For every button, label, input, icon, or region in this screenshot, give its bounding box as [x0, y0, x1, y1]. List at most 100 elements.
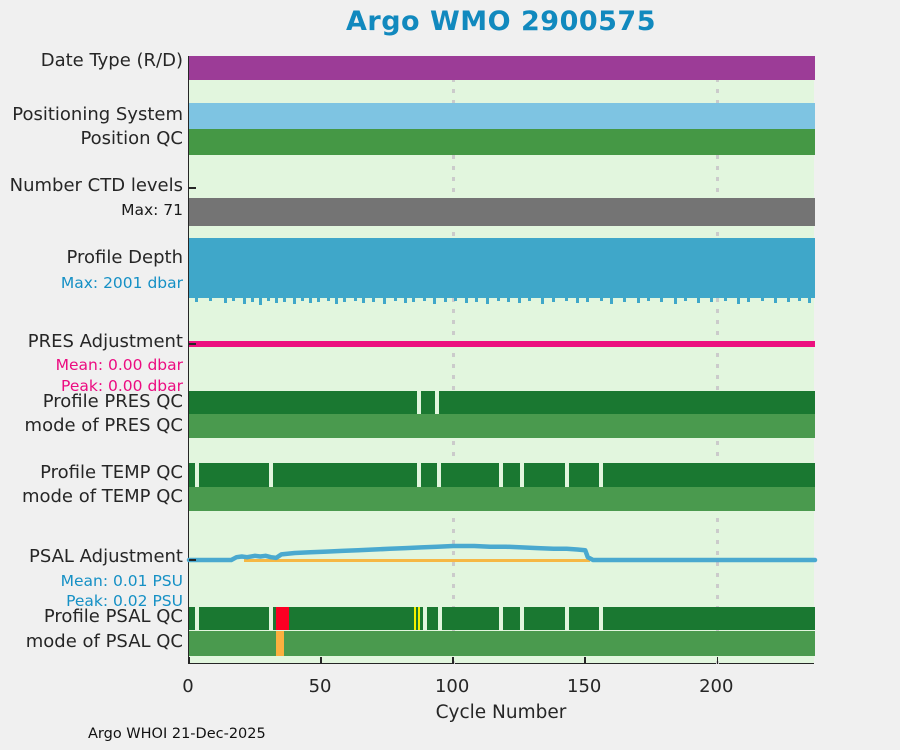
depth-tooth — [282, 298, 286, 302]
row-label: Max: 71 — [121, 201, 183, 220]
qc-gap — [564, 462, 569, 488]
depth-tooth — [528, 298, 532, 301]
x-axis-tick — [584, 657, 586, 664]
bar-profile-depth — [189, 238, 815, 298]
bar-mode-temp-qc — [189, 487, 815, 511]
depth-tooth — [343, 298, 347, 302]
depth-tooth — [485, 298, 489, 304]
row-label: PRES Adjustment — [27, 330, 183, 352]
depth-tooth — [301, 298, 305, 301]
qc-gap — [194, 462, 199, 488]
depth-tooth — [541, 298, 545, 304]
bar-mode-pres-qc — [189, 414, 815, 438]
row-label: Mean: 0.01 PSU — [60, 572, 183, 591]
depth-tooth — [242, 298, 246, 304]
row-label: Peak: 0.02 PSU — [66, 592, 183, 611]
depth-tooth — [274, 298, 278, 303]
qc-gap — [498, 462, 503, 488]
depth-tooth — [760, 298, 764, 301]
depth-tooth — [327, 298, 331, 301]
row-label: Number CTD levels — [9, 174, 183, 196]
depth-tooth — [575, 298, 579, 303]
row-label: Position QC — [80, 127, 183, 149]
line-psal-adjustment — [186, 543, 818, 563]
depth-tooth — [293, 298, 297, 304]
bar-mode-psal-qc — [189, 631, 815, 656]
x-tick-label: 100 — [434, 676, 470, 697]
qc-gap — [498, 606, 503, 631]
x-axis-title: Cycle Number — [435, 702, 567, 723]
depth-tooth — [404, 298, 408, 303]
row-label: Profile PSAL QC — [43, 605, 183, 627]
depth-tooth — [808, 298, 812, 303]
qc-gap — [423, 606, 428, 631]
depth-tooth — [393, 298, 397, 301]
qc-gap — [519, 462, 524, 488]
depth-tooth — [454, 298, 458, 301]
depth-tooth — [723, 298, 727, 301]
depth-tooth — [258, 298, 262, 305]
bar-number-ctd-levels — [189, 198, 815, 226]
depth-tooth — [422, 298, 426, 301]
bar-psal-zero-line — [244, 559, 591, 562]
attribution-text: Argo WHOI 21-Dec-2025 — [88, 726, 266, 742]
x-tick-label: 150 — [567, 676, 602, 697]
depth-tooth — [565, 298, 569, 301]
x-tick-label: 0 — [182, 676, 194, 697]
depth-tooth — [361, 298, 365, 303]
depth-tooth — [208, 298, 212, 301]
x-axis-tick — [452, 657, 454, 664]
qc-gap — [268, 462, 273, 488]
x-tick-label: 200 — [699, 676, 734, 697]
qc-gap — [194, 606, 199, 631]
x-tick-label: 50 — [308, 676, 332, 697]
depth-tooth — [475, 298, 479, 302]
row-label: Mean: 0.00 dbar — [55, 356, 183, 375]
depth-tooth — [787, 298, 791, 302]
depth-tooth — [552, 298, 555, 302]
bar-pres-adjustment — [189, 341, 815, 347]
row-label: Positioning System — [12, 103, 183, 125]
depth-tooth — [773, 298, 777, 303]
depth-tooth — [443, 298, 447, 302]
depth-tooth — [636, 298, 640, 303]
y-axis-tick — [189, 343, 196, 345]
row-label: mode of PSAL QC — [25, 630, 183, 652]
depth-tooth — [309, 298, 312, 303]
depth-tooth — [266, 298, 270, 301]
row-label: Profile Depth — [66, 246, 183, 268]
gridline-cycle-200 — [715, 56, 719, 664]
depth-tooth — [250, 298, 254, 302]
row-label: Profile PRES QC — [42, 390, 183, 412]
depth-tooth — [599, 298, 603, 301]
bar-position-qc — [189, 129, 815, 155]
qc-gap — [564, 606, 569, 631]
qc-gap — [436, 462, 441, 488]
qc-gap — [599, 606, 604, 631]
row-label: mode of TEMP QC — [21, 485, 183, 507]
x-axis-tick — [320, 657, 322, 664]
depth-tooth — [353, 298, 357, 301]
bar-profile-pres-qc — [189, 391, 815, 414]
depth-tooth — [382, 298, 386, 304]
row-label: Date Type (R/D) — [40, 49, 183, 71]
x-axis-tick — [716, 657, 719, 664]
qc-gap — [416, 390, 421, 415]
qc-gap — [268, 606, 273, 631]
plot-area — [186, 56, 818, 664]
qc-flag-segment — [276, 631, 285, 656]
depth-tooth — [517, 298, 521, 303]
depth-tooth — [684, 298, 688, 301]
depth-tooth — [372, 298, 376, 302]
row-label: Max: 2001 dbar — [60, 274, 183, 293]
depth-tooth — [195, 298, 199, 302]
depth-tooth — [232, 298, 236, 301]
qc-flag-segment — [413, 607, 416, 630]
depth-tooth — [496, 298, 500, 301]
y-axis-tick — [189, 559, 196, 561]
depth-tooth — [710, 298, 714, 302]
qc-gap — [437, 606, 442, 631]
qc-flag-segment — [418, 607, 421, 630]
depth-tooth — [610, 298, 614, 304]
